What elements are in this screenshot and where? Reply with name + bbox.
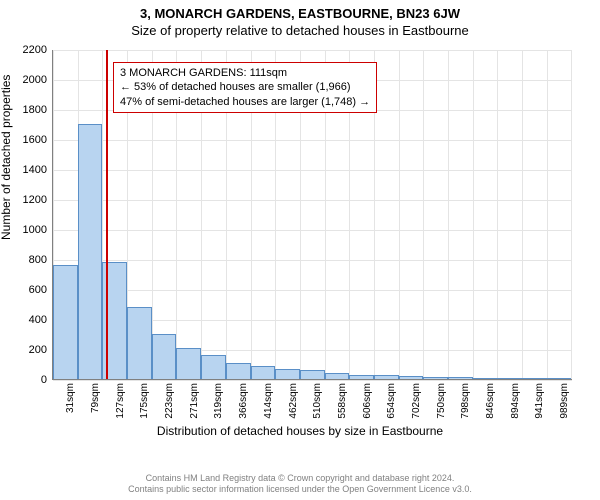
y-axis-label: Number of detached properties: [0, 75, 13, 240]
gridline-horizontal: [53, 170, 572, 171]
histogram-bar: [374, 375, 399, 380]
gridline-vertical: [571, 50, 572, 379]
histogram-bar: [448, 377, 473, 379]
histogram-bar: [251, 366, 276, 380]
x-tick-label: 510sqm: [312, 383, 323, 419]
histogram-bar: [399, 376, 424, 379]
histogram-bar: [152, 334, 177, 379]
y-tick-label: 1200: [23, 194, 47, 206]
histogram-bar: [201, 355, 226, 379]
gridline-horizontal: [53, 200, 572, 201]
annotation-box: 3 MONARCH GARDENS: 111sqm ← 53% of detac…: [113, 62, 377, 113]
histogram-bar: [78, 124, 103, 379]
plot-area: 0200400600800100012001400160018002000220…: [52, 50, 572, 380]
y-tick-label: 1000: [23, 224, 47, 236]
x-tick-label: 846sqm: [485, 383, 496, 419]
x-tick-label: 414sqm: [263, 383, 274, 419]
chart-container: Number of detached properties 0200400600…: [0, 40, 600, 440]
footer-line-1: Contains HM Land Registry data © Crown c…: [0, 473, 600, 485]
y-tick-label: 0: [41, 374, 47, 386]
title-line-2: Size of property relative to detached ho…: [0, 23, 600, 38]
x-tick-label: 366sqm: [238, 383, 249, 419]
gridline-horizontal: [53, 380, 572, 381]
gridline-horizontal: [53, 50, 572, 51]
x-tick-label: 606sqm: [362, 383, 373, 419]
x-tick-label: 654sqm: [386, 383, 397, 419]
gridline-vertical: [497, 50, 498, 379]
x-tick-label: 894sqm: [510, 383, 521, 419]
histogram-bar: [522, 378, 547, 379]
histogram-bar: [300, 370, 325, 379]
y-tick-label: 2000: [23, 74, 47, 86]
histogram-bar: [176, 348, 201, 380]
x-tick-label: 223sqm: [164, 383, 175, 419]
histogram-bar: [325, 373, 350, 379]
x-tick-label: 79sqm: [90, 383, 101, 413]
gridline-vertical: [473, 50, 474, 379]
y-tick-label: 600: [29, 284, 47, 296]
gridline-horizontal: [53, 230, 572, 231]
x-tick-label: 558sqm: [337, 383, 348, 419]
y-tick-label: 1400: [23, 164, 47, 176]
title-line-1: 3, MONARCH GARDENS, EASTBOURNE, BN23 6JW: [0, 6, 600, 21]
gridline-vertical: [423, 50, 424, 379]
x-axis-label: Distribution of detached houses by size …: [0, 424, 600, 438]
gridline-vertical: [399, 50, 400, 379]
y-tick-label: 1800: [23, 104, 47, 116]
chart-title-block: 3, MONARCH GARDENS, EASTBOURNE, BN23 6JW…: [0, 0, 600, 38]
gridline-vertical: [448, 50, 449, 379]
histogram-bar: [226, 363, 251, 380]
x-tick-label: 31sqm: [65, 383, 76, 413]
y-tick-label: 2200: [23, 44, 47, 56]
histogram-bar: [53, 265, 78, 379]
annotation-line-3: 47% of semi-detached houses are larger (…: [120, 95, 370, 109]
gridline-vertical: [547, 50, 548, 379]
x-tick-label: 941sqm: [534, 383, 545, 419]
x-tick-label: 989sqm: [559, 383, 570, 419]
histogram-bar: [497, 378, 522, 380]
y-tick-label: 400: [29, 314, 47, 326]
x-tick-label: 798sqm: [460, 383, 471, 419]
histogram-bar: [275, 369, 300, 380]
x-tick-label: 271sqm: [189, 383, 200, 419]
histogram-bar: [127, 307, 152, 379]
y-tick-label: 1600: [23, 134, 47, 146]
x-tick-label: 750sqm: [436, 383, 447, 419]
x-tick-label: 319sqm: [213, 383, 224, 419]
x-tick-label: 127sqm: [115, 383, 126, 419]
footer-line-2: Contains public sector information licen…: [0, 484, 600, 496]
histogram-bar: [473, 378, 498, 380]
x-tick-label: 702sqm: [411, 383, 422, 419]
gridline-horizontal: [53, 290, 572, 291]
histogram-bar: [547, 378, 572, 379]
y-tick-label: 800: [29, 254, 47, 266]
gridline-vertical: [522, 50, 523, 379]
x-tick-label: 175sqm: [139, 383, 150, 419]
x-tick-label: 462sqm: [288, 383, 299, 419]
gridline-horizontal: [53, 260, 572, 261]
histogram-bar: [349, 375, 374, 380]
footer-attribution: Contains HM Land Registry data © Crown c…: [0, 473, 600, 496]
annotation-line-2: ← 53% of detached houses are smaller (1,…: [120, 80, 370, 94]
histogram-bar: [423, 377, 448, 379]
y-tick-label: 200: [29, 344, 47, 356]
gridline-horizontal: [53, 140, 572, 141]
reference-line: [106, 50, 108, 379]
annotation-line-1: 3 MONARCH GARDENS: 111sqm: [120, 66, 370, 80]
